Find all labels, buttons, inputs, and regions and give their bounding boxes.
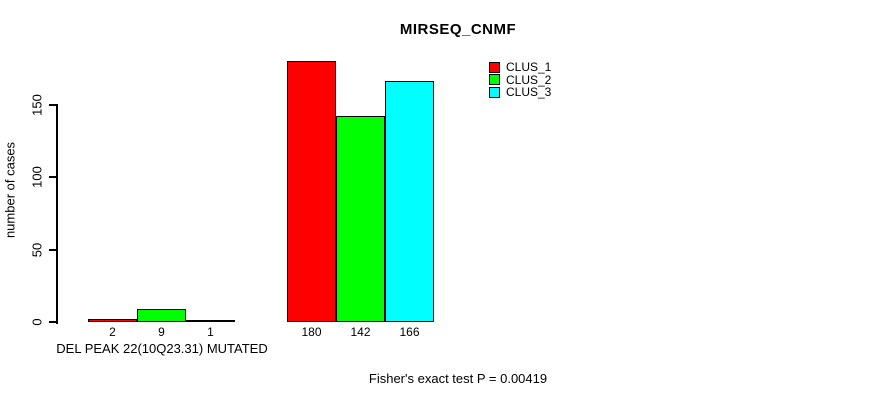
legend: CLUS_1 CLUS_2 CLUS_3 <box>489 60 552 100</box>
y-tick <box>49 104 57 106</box>
bar-value-label: 180 <box>301 325 322 339</box>
y-tick-label: 0 <box>29 318 45 326</box>
bar-clus_2-group-1 <box>137 309 186 322</box>
bar-value-label: 2 <box>109 325 116 339</box>
y-axis-line <box>56 104 58 324</box>
y-axis-label: number of cases <box>2 141 18 239</box>
y-tick-label: 100 <box>29 166 45 188</box>
bar-value-label: 9 <box>158 325 165 339</box>
legend-label: CLUS_3 <box>506 85 552 99</box>
bar-value-label: 1 <box>207 325 214 339</box>
legend-color-swatch-icon <box>489 86 500 98</box>
y-tick <box>49 249 57 251</box>
legend-item: CLUS_3 <box>489 85 552 99</box>
chart-title: MIRSEQ_CNMF <box>399 21 517 38</box>
x-axis-group-label: DEL PEAK 22(10Q23.31) MUTATED <box>56 341 268 356</box>
bar-value-label: 142 <box>350 325 371 339</box>
bar-clus_2-group-2 <box>336 116 385 322</box>
legend-label: CLUS_1 <box>506 60 552 74</box>
p-value-annotation: Fisher's exact test P = 0.00419 <box>368 371 548 386</box>
bar-clus_3-group-1 <box>186 320 235 322</box>
legend-color-swatch-icon <box>489 61 500 73</box>
legend-color-swatch-icon <box>489 74 500 85</box>
legend-label: CLUS_2 <box>506 72 552 87</box>
legend-item: CLUS_1 <box>489 60 552 74</box>
bar-clus_1-group-1 <box>88 319 137 322</box>
bar-value-label: 166 <box>399 325 420 339</box>
y-tick-label: 150 <box>29 94 45 116</box>
y-tick <box>49 176 57 178</box>
bar-clus_3-group-2 <box>385 81 434 322</box>
bar-clus_1-group-2 <box>287 61 336 322</box>
y-tick-label: 50 <box>29 242 45 258</box>
legend-item: CLUS_2 <box>489 72 552 87</box>
y-tick <box>49 321 57 323</box>
